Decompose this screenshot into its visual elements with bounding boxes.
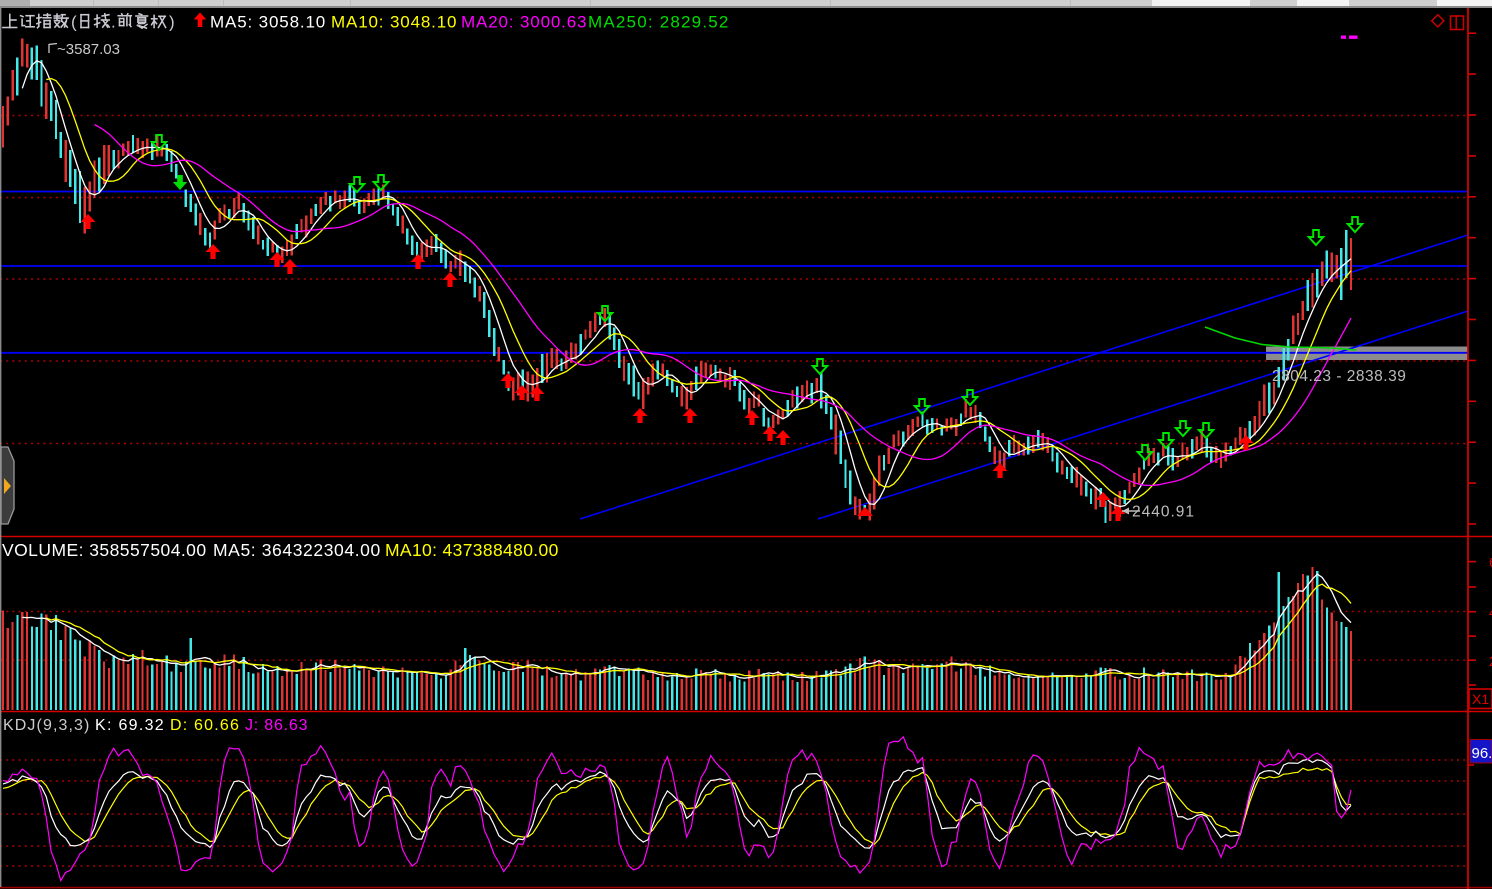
svg-text:X1: X1 (1472, 691, 1489, 707)
svg-text:6: 6 (1489, 554, 1492, 570)
svg-text:2440.91: 2440.91 (1132, 504, 1195, 521)
svg-text:MA20: 3000.63: MA20: 3000.63 (461, 13, 587, 32)
svg-text:MA250: 2829.52: MA250: 2829.52 (588, 13, 730, 32)
svg-text:96.: 96. (1472, 745, 1492, 762)
svg-text:2804.23 - 2838.39: 2804.23 - 2838.39 (1272, 368, 1406, 385)
svg-text:2: 2 (1489, 653, 1492, 669)
svg-text:VOLUME: 358557504.00: VOLUME: 358557504.00 (2, 540, 207, 560)
svg-text:MA10: 437388480.00: MA10: 437388480.00 (385, 540, 559, 560)
svg-text:K: 69.32: K: 69.32 (95, 717, 165, 734)
svg-text:): ) (169, 13, 175, 32)
svg-text:~3587.03: ~3587.03 (57, 41, 120, 58)
svg-text:MA5: 364322304.00: MA5: 364322304.00 (213, 540, 381, 560)
svg-text:.: . (111, 13, 116, 32)
svg-text:D: 60.66: D: 60.66 (170, 717, 240, 734)
svg-text:MA5: 3058.10: MA5: 3058.10 (210, 13, 326, 32)
svg-text:(: ( (71, 13, 77, 32)
svg-text:KDJ(9,3,3): KDJ(9,3,3) (3, 717, 90, 734)
svg-text:MA10: 3048.10: MA10: 3048.10 (331, 13, 457, 32)
svg-text:4: 4 (1489, 604, 1492, 620)
svg-text:J: 86.63: J: 86.63 (245, 717, 308, 734)
